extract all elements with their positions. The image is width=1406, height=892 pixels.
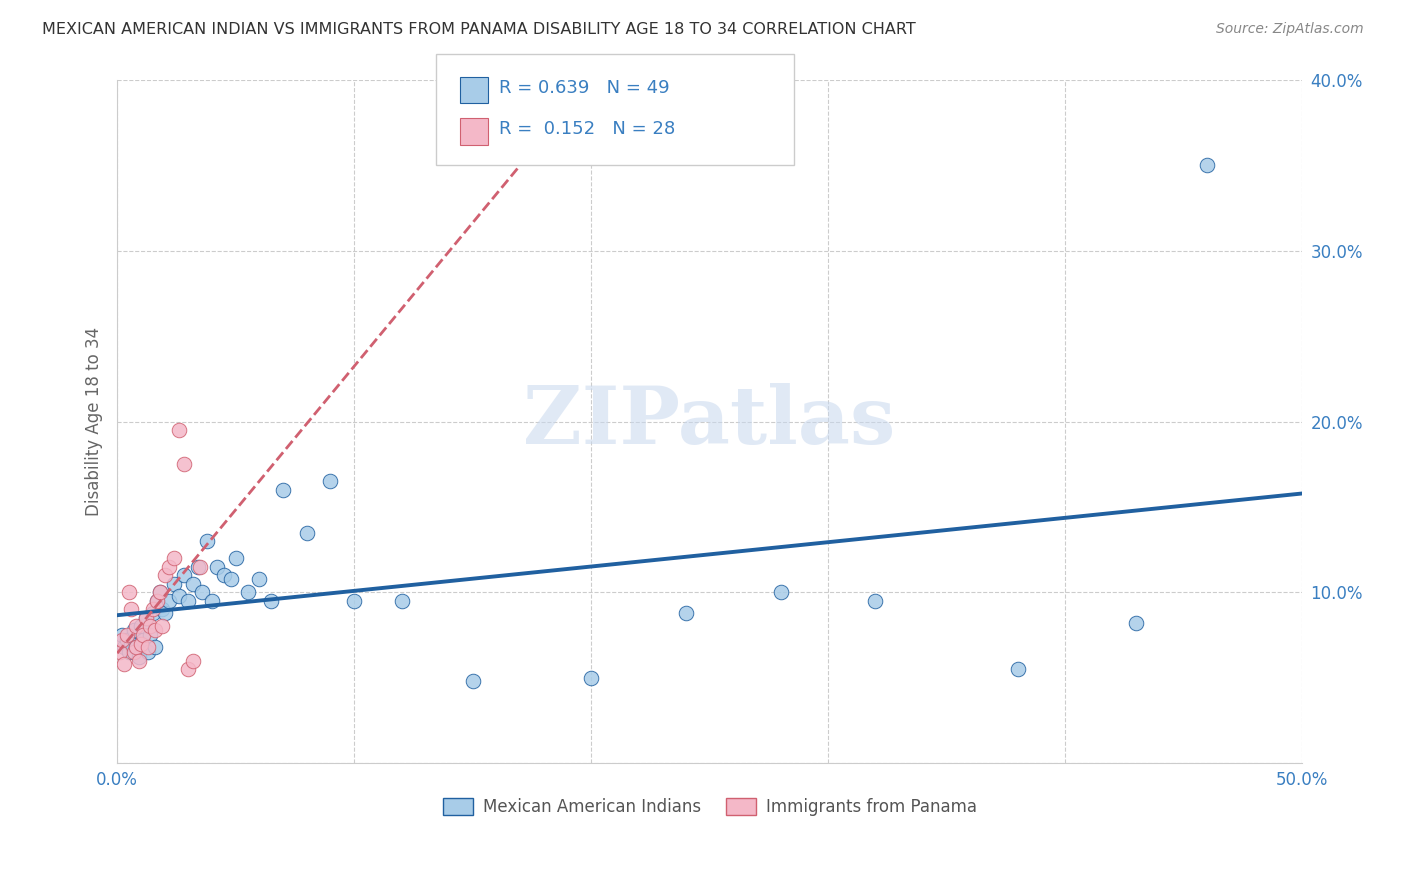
Point bbox=[260, 594, 283, 608]
Point bbox=[1125, 616, 1147, 631]
Point bbox=[146, 594, 169, 608]
Point bbox=[115, 633, 138, 648]
Point bbox=[136, 640, 159, 654]
Point bbox=[236, 585, 259, 599]
Point bbox=[150, 619, 173, 633]
Point bbox=[146, 594, 169, 608]
Point bbox=[128, 650, 150, 665]
Point bbox=[163, 551, 186, 566]
Point bbox=[157, 594, 180, 608]
Text: R =  0.152   N = 28: R = 0.152 N = 28 bbox=[499, 120, 675, 138]
Point bbox=[135, 611, 157, 625]
Point bbox=[132, 633, 155, 648]
Point bbox=[125, 640, 148, 654]
Point bbox=[167, 589, 190, 603]
Point bbox=[675, 606, 697, 620]
Point bbox=[115, 628, 138, 642]
Point bbox=[212, 568, 235, 582]
Point bbox=[150, 602, 173, 616]
Point bbox=[579, 671, 602, 685]
Point bbox=[173, 457, 195, 471]
Point bbox=[1197, 158, 1219, 172]
Point bbox=[769, 585, 792, 599]
Point bbox=[343, 594, 366, 608]
Point bbox=[112, 657, 135, 671]
Point bbox=[120, 637, 142, 651]
Point bbox=[247, 572, 270, 586]
Point bbox=[128, 654, 150, 668]
Point bbox=[129, 619, 152, 633]
Point bbox=[461, 674, 484, 689]
Point bbox=[120, 602, 142, 616]
Point bbox=[135, 611, 157, 625]
Point bbox=[319, 475, 342, 489]
Point bbox=[225, 551, 247, 566]
Point bbox=[125, 640, 148, 654]
Point bbox=[136, 645, 159, 659]
Y-axis label: Disability Age 18 to 34: Disability Age 18 to 34 bbox=[86, 327, 103, 516]
Point bbox=[122, 645, 145, 659]
Point bbox=[865, 594, 887, 608]
Point bbox=[177, 594, 200, 608]
Point bbox=[201, 594, 224, 608]
Point bbox=[143, 623, 166, 637]
Point bbox=[188, 559, 211, 574]
Point bbox=[205, 559, 228, 574]
Point bbox=[163, 576, 186, 591]
Point bbox=[129, 637, 152, 651]
Point bbox=[142, 606, 165, 620]
Point bbox=[187, 559, 209, 574]
Point bbox=[111, 633, 134, 648]
Point bbox=[195, 534, 218, 549]
Point bbox=[143, 640, 166, 654]
Point bbox=[181, 654, 204, 668]
Point bbox=[112, 640, 135, 654]
Point bbox=[108, 645, 131, 659]
Point bbox=[219, 572, 242, 586]
Point bbox=[191, 585, 214, 599]
Point bbox=[118, 645, 141, 659]
Point bbox=[173, 568, 195, 582]
Point bbox=[149, 585, 172, 599]
Point bbox=[181, 576, 204, 591]
Text: Source: ZipAtlas.com: Source: ZipAtlas.com bbox=[1216, 22, 1364, 37]
Point bbox=[177, 662, 200, 676]
Point bbox=[271, 483, 294, 497]
Point bbox=[139, 619, 162, 633]
Point bbox=[1007, 662, 1029, 676]
Point bbox=[118, 585, 141, 599]
Point bbox=[142, 602, 165, 616]
Point bbox=[125, 619, 148, 633]
Point bbox=[157, 559, 180, 574]
Point bbox=[139, 628, 162, 642]
Text: R = 0.639   N = 49: R = 0.639 N = 49 bbox=[499, 79, 669, 97]
Point bbox=[391, 594, 413, 608]
Point bbox=[153, 606, 176, 620]
Point bbox=[295, 525, 318, 540]
Point bbox=[153, 568, 176, 582]
Text: MEXICAN AMERICAN INDIAN VS IMMIGRANTS FROM PANAMA DISABILITY AGE 18 TO 34 CORREL: MEXICAN AMERICAN INDIAN VS IMMIGRANTS FR… bbox=[42, 22, 915, 37]
Point bbox=[149, 585, 172, 599]
Point bbox=[111, 628, 134, 642]
Point bbox=[167, 423, 190, 437]
Point bbox=[122, 623, 145, 637]
Legend: Mexican American Indians, Immigrants from Panama: Mexican American Indians, Immigrants fro… bbox=[436, 791, 983, 823]
Text: ZIPatlas: ZIPatlas bbox=[523, 383, 896, 460]
Point bbox=[132, 628, 155, 642]
